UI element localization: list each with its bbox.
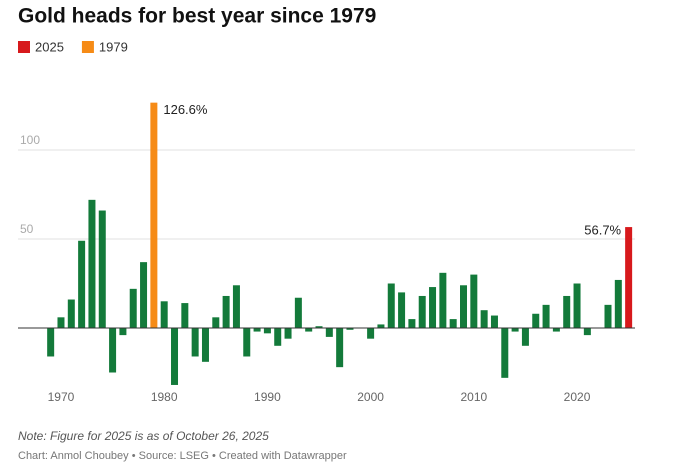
bar bbox=[439, 272, 447, 328]
bar bbox=[429, 287, 437, 328]
bar bbox=[109, 328, 117, 373]
bar bbox=[181, 303, 189, 328]
bar bbox=[129, 288, 137, 328]
x-tick-label: 2000 bbox=[357, 390, 384, 404]
bar bbox=[490, 315, 498, 328]
legend-label: 1979 bbox=[99, 39, 128, 54]
x-tick-label: 2020 bbox=[564, 390, 591, 404]
bar bbox=[398, 292, 406, 328]
bar bbox=[243, 328, 251, 357]
bar bbox=[408, 319, 416, 328]
legend-label: 2025 bbox=[35, 39, 64, 54]
bar bbox=[460, 285, 468, 328]
y-tick-label: 50 bbox=[20, 222, 34, 236]
bar bbox=[222, 295, 230, 328]
bar bbox=[57, 317, 65, 328]
value-label: 126.6% bbox=[163, 102, 208, 117]
bar bbox=[336, 328, 344, 368]
bar bbox=[532, 313, 540, 328]
bar bbox=[480, 310, 488, 328]
bar bbox=[346, 328, 354, 330]
bar bbox=[614, 279, 622, 328]
bar bbox=[387, 283, 395, 328]
legend-swatch bbox=[18, 41, 30, 53]
bar bbox=[88, 199, 96, 328]
bar bbox=[253, 328, 261, 332]
bar bbox=[305, 328, 313, 332]
bar bbox=[583, 328, 591, 336]
bar bbox=[150, 102, 158, 328]
legend-swatch bbox=[81, 41, 94, 53]
bar bbox=[160, 301, 168, 328]
x-tick-label: 1980 bbox=[151, 390, 178, 404]
bar bbox=[119, 328, 127, 336]
chart-title: Gold heads for best year since 1979 bbox=[18, 5, 376, 28]
x-tick-label: 2010 bbox=[460, 390, 487, 404]
bar bbox=[67, 299, 75, 328]
bar bbox=[201, 328, 209, 362]
bar bbox=[542, 304, 550, 328]
bar bbox=[171, 328, 179, 385]
bar bbox=[563, 295, 571, 328]
bar bbox=[284, 328, 292, 339]
bar bbox=[449, 319, 457, 328]
source: Chart: Anmol Choubey • Source: LSEG • Cr… bbox=[18, 450, 347, 462]
x-tick-label: 1990 bbox=[254, 390, 281, 404]
bar bbox=[552, 328, 560, 332]
bar bbox=[521, 328, 529, 346]
y-tick-label: 100 bbox=[20, 133, 40, 147]
x-tick-label: 1970 bbox=[48, 390, 75, 404]
bar bbox=[418, 295, 426, 328]
bar bbox=[274, 328, 282, 346]
bar bbox=[511, 328, 519, 332]
bar bbox=[191, 328, 199, 357]
note: Note: Figure for 2025 is as of October 2… bbox=[18, 429, 269, 443]
bar bbox=[325, 328, 333, 337]
bar bbox=[232, 285, 240, 328]
value-label: 56.7% bbox=[584, 223, 621, 238]
bar bbox=[315, 326, 323, 328]
bar bbox=[625, 227, 633, 328]
bar bbox=[604, 304, 612, 328]
bar bbox=[294, 297, 302, 328]
bar bbox=[377, 324, 385, 328]
bar bbox=[263, 328, 271, 334]
bar bbox=[78, 240, 86, 328]
bar bbox=[470, 274, 478, 328]
bar bbox=[212, 317, 220, 328]
bar bbox=[140, 262, 148, 328]
bar bbox=[573, 283, 581, 328]
bar bbox=[98, 210, 106, 328]
bar bbox=[367, 328, 375, 339]
bar bbox=[47, 328, 55, 357]
bar bbox=[501, 328, 509, 378]
